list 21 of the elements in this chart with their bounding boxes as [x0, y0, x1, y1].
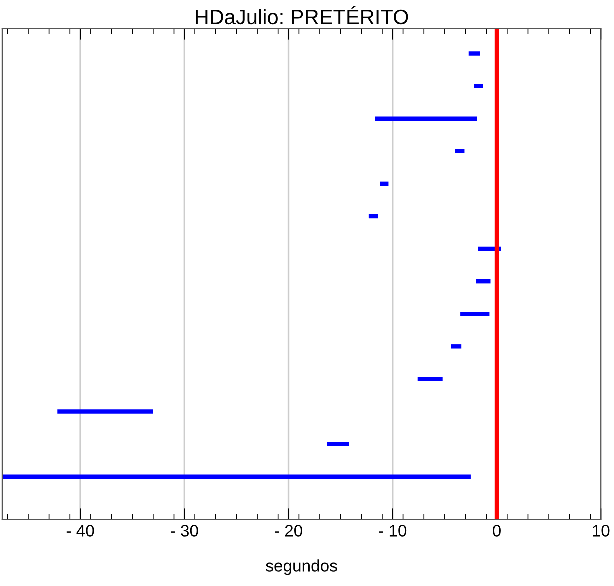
chart-title: HDaJulio: PRETÉRITO: [196, 6, 408, 25]
bar: [380, 182, 389, 186]
bar: [58, 410, 154, 414]
bar: [375, 116, 478, 121]
bar: [468, 52, 480, 56]
bar: [368, 214, 378, 219]
x-tick-label: - 20: [275, 525, 302, 537]
x-tick-label: - 40: [66, 525, 94, 537]
bar: [476, 279, 491, 284]
x-tick-label: - 10: [379, 525, 407, 537]
x-tick-label: - 30: [171, 525, 198, 537]
x-tick-label: 0: [493, 525, 501, 537]
bar: [451, 344, 462, 349]
x-axis-title: segundos: [266, 560, 338, 576]
bar: [327, 442, 350, 446]
x-tick-label: 10: [593, 525, 610, 537]
bar: [2, 474, 471, 479]
bar: [460, 312, 490, 316]
bar: [474, 84, 484, 88]
bar: [418, 377, 443, 382]
bar: [455, 149, 465, 154]
